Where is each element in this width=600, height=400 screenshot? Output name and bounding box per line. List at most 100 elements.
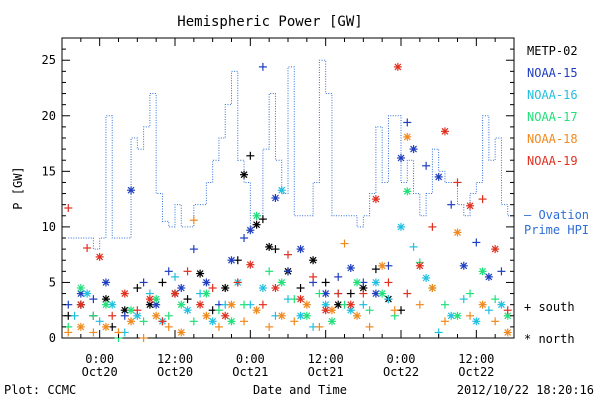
x-tick-date: Oct21 [308,365,344,379]
data-point-north [252,220,261,229]
data-point-north [120,289,129,298]
data-point-south [497,267,506,276]
legend-north-marker: * north [524,332,575,346]
data-point-south [290,317,299,326]
data-point-south [64,204,73,212]
data-point-south [214,306,223,315]
data-point-north [371,195,380,204]
data-point-north [453,311,462,320]
data-point-north [459,261,468,270]
data-point-north [353,278,362,287]
data-point-north [466,201,475,210]
data-point-north [428,284,437,292]
data-point-south [164,267,173,276]
data-point-north [321,289,330,298]
data-point-south [258,215,267,224]
x-tick-time: 0:00 [387,352,416,366]
data-point-south [265,267,274,276]
data-point-north [152,311,161,320]
data-point-north [101,322,110,331]
data-point-north [177,300,186,309]
data-point-south [70,311,79,320]
data-point-north [202,289,211,298]
data-point-north [76,300,85,309]
data-point-north [271,194,280,202]
y-tick-label: 5 [49,275,56,289]
data-point-north [434,172,443,181]
data-point-north [346,264,355,272]
data-point-north [409,145,418,154]
legend-item: NOAA-19 [527,154,578,168]
data-point-north [403,132,412,141]
data-point-south [428,222,437,231]
x-tick-date: Oct22 [458,365,494,379]
data-point-south [503,306,512,315]
data-point-north [415,261,424,270]
data-point-south [340,239,349,248]
data-point-north [422,274,431,282]
data-point-south [409,242,418,251]
data-point-south [491,317,500,326]
x-tick-date: Oct21 [232,365,268,379]
data-point-north [353,311,362,320]
x-tick-date: Oct20 [82,365,118,379]
data-point-north [221,284,230,292]
data-point-south [133,306,142,315]
x-axis: 0:00Oct2012:00Oct200:00Oct2112:00Oct210:… [61,38,515,379]
data-point-north [296,295,305,304]
data-point-north [321,306,330,315]
data-point-south [466,311,475,320]
data-point-north [240,170,249,179]
data-point-south [365,306,374,315]
data-point-south [440,300,449,309]
data-point-south [240,300,249,309]
data-point-south [89,311,98,320]
data-point-south [309,272,318,281]
data-point-south [139,317,148,326]
data-point-north [472,317,481,326]
data-point-south [447,200,456,209]
data-point-north [334,300,343,309]
x-tick-time: 0:00 [85,352,114,366]
data-point-north [76,322,85,331]
data-point-north [246,226,255,235]
data-point-south [334,289,343,298]
data-point-north [440,127,449,136]
x-tick-time: 0:00 [236,352,265,366]
data-point-north [183,306,192,315]
data-point-north [497,300,506,309]
y-tick-label: 10 [42,220,56,234]
legend-south-marker: + south [524,300,575,314]
legend-item: NOAA-17 [527,110,578,124]
data-point-south [189,317,198,326]
data-point-north [127,306,136,315]
data-point-south [233,278,242,287]
data-point-south [403,118,412,127]
data-point-north [277,311,286,320]
data-point-north [484,272,493,281]
data-point-north [196,269,205,278]
data-point-south [459,295,468,304]
data-point-north [327,317,336,326]
data-point-north [101,278,110,287]
data-point-south [258,62,267,71]
data-point-north [145,295,154,304]
footer-right: 2012/10/22 18:20:16 [457,383,594,397]
data-point-south [108,311,117,320]
data-point-south [371,265,380,274]
data-point-south [95,317,104,326]
data-point-south [246,151,255,160]
data-point-south [265,322,274,331]
data-point-south [453,178,462,187]
data-point-north [271,284,280,292]
data-point-south [164,322,173,331]
data-point-south [484,306,493,315]
data-point-north [258,284,267,292]
data-point-north [246,260,255,269]
legend-ovation-line1: — Ovation [524,208,589,222]
data-point-north [378,289,387,298]
legend-item: NOAA-16 [527,88,578,102]
data-point-north [127,317,136,326]
data-point-north [265,242,274,251]
